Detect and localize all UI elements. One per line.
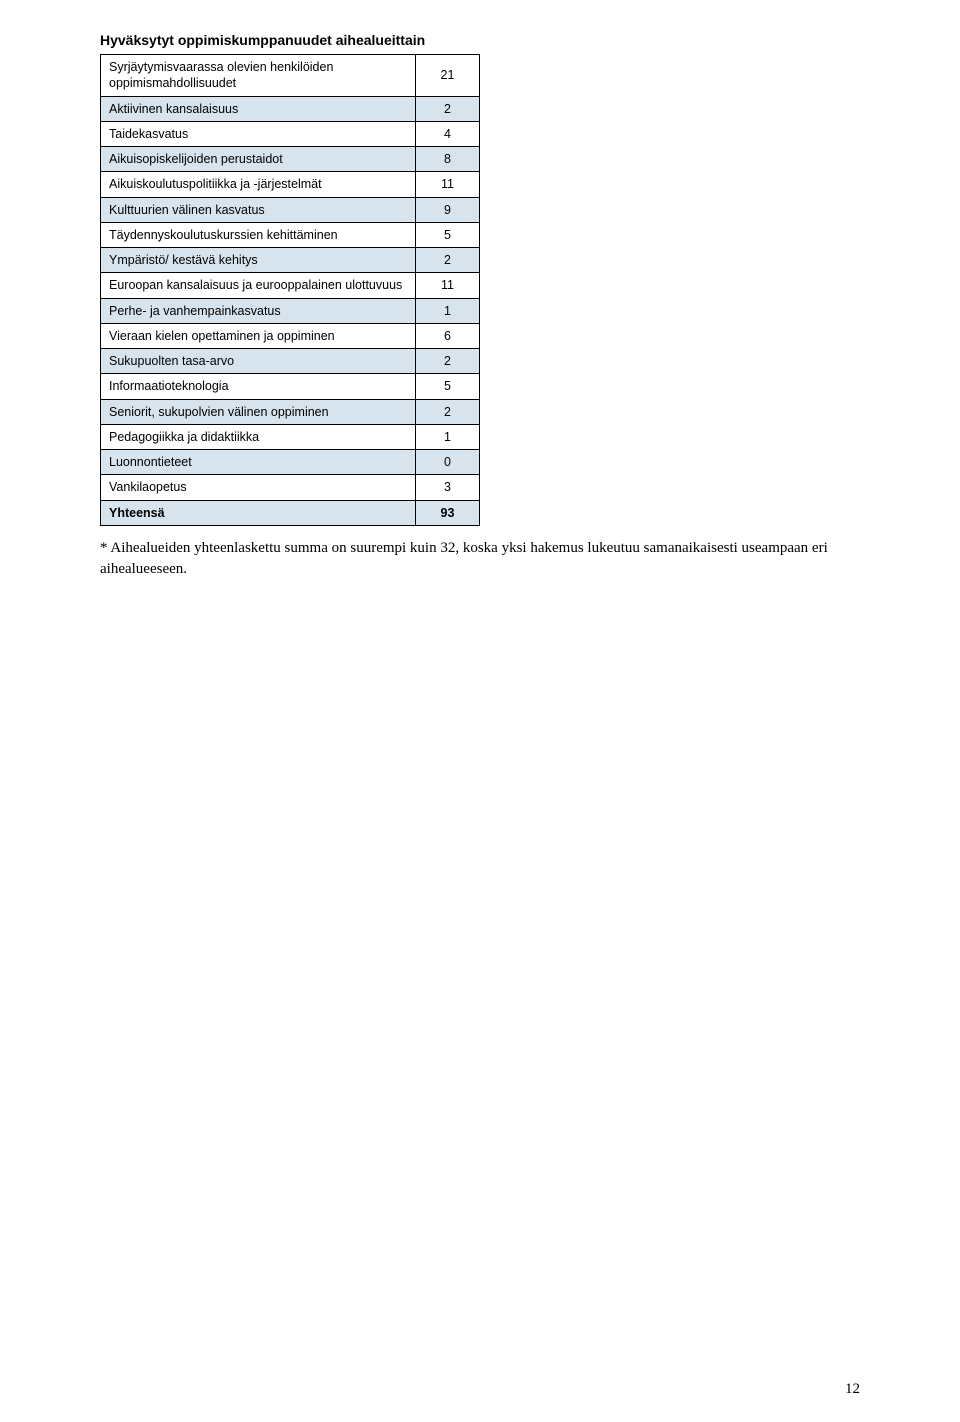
- row-label: Seniorit, sukupolvien välinen oppiminen: [101, 399, 416, 424]
- table-row: Aikuisopiskelijoiden perustaidot8: [101, 147, 480, 172]
- table-row: Vankilaopetus3: [101, 475, 480, 500]
- row-value: 5: [416, 374, 480, 399]
- row-value: 9: [416, 197, 480, 222]
- table-title: Hyväksytyt oppimiskumppanuudet aihealuei…: [100, 32, 860, 48]
- footnote: * Aihealueiden yhteenlaskettu summa on s…: [100, 538, 860, 580]
- row-value: 3: [416, 475, 480, 500]
- row-label: Taidekasvatus: [101, 121, 416, 146]
- row-value: 5: [416, 222, 480, 247]
- row-value: 8: [416, 147, 480, 172]
- row-label: Pedagogiikka ja didaktiikka: [101, 424, 416, 449]
- total-label: Yhteensä: [101, 500, 416, 525]
- table-row: Luonnontieteet0: [101, 450, 480, 475]
- table-row: Pedagogiikka ja didaktiikka1: [101, 424, 480, 449]
- row-label: Vieraan kielen opettaminen ja oppiminen: [101, 323, 416, 348]
- row-label: Ympäristö/ kestävä kehitys: [101, 248, 416, 273]
- table-row: Sukupuolten tasa-arvo2: [101, 349, 480, 374]
- row-value: 1: [416, 424, 480, 449]
- row-label: Täydennyskoulutuskurssien kehittäminen: [101, 222, 416, 247]
- row-value: 2: [416, 96, 480, 121]
- row-value: 6: [416, 323, 480, 348]
- row-label: Sukupuolten tasa-arvo: [101, 349, 416, 374]
- row-label: Aikuisopiskelijoiden perustaidot: [101, 147, 416, 172]
- row-label: Vankilaopetus: [101, 475, 416, 500]
- row-value: 2: [416, 349, 480, 374]
- row-value: 2: [416, 399, 480, 424]
- table-row: Informaatioteknologia5: [101, 374, 480, 399]
- table-row: Perhe- ja vanhempainkasvatus1: [101, 298, 480, 323]
- table-row: Kulttuurien välinen kasvatus9: [101, 197, 480, 222]
- row-label: Aktiivinen kansalaisuus: [101, 96, 416, 121]
- table-row: Täydennyskoulutuskurssien kehittäminen5: [101, 222, 480, 247]
- row-label: Perhe- ja vanhempainkasvatus: [101, 298, 416, 323]
- row-value: 0: [416, 450, 480, 475]
- data-table: Syrjäytymisvaarassa olevien henkilöiden …: [100, 54, 480, 526]
- row-label: Euroopan kansalaisuus ja eurooppalainen …: [101, 273, 416, 298]
- total-value: 93: [416, 500, 480, 525]
- page: Hyväksytyt oppimiskumppanuudet aihealuei…: [0, 0, 960, 1422]
- table-row: Vieraan kielen opettaminen ja oppiminen6: [101, 323, 480, 348]
- row-value: 11: [416, 273, 480, 298]
- table-row: Euroopan kansalaisuus ja eurooppalainen …: [101, 273, 480, 298]
- row-value: 11: [416, 172, 480, 197]
- row-label: Syrjäytymisvaarassa olevien henkilöiden …: [101, 55, 416, 97]
- row-value: 21: [416, 55, 480, 97]
- row-value: 1: [416, 298, 480, 323]
- row-label: Informaatioteknologia: [101, 374, 416, 399]
- row-value: 4: [416, 121, 480, 146]
- row-label: Luonnontieteet: [101, 450, 416, 475]
- row-value: 2: [416, 248, 480, 273]
- row-label: Aikuiskoulutuspolitiikka ja -järjestelmä…: [101, 172, 416, 197]
- table-row-total: Yhteensä93: [101, 500, 480, 525]
- table-row: Ympäristö/ kestävä kehitys2: [101, 248, 480, 273]
- page-number: 12: [845, 1381, 860, 1398]
- table-row: Seniorit, sukupolvien välinen oppiminen2: [101, 399, 480, 424]
- row-label: Kulttuurien välinen kasvatus: [101, 197, 416, 222]
- table-row: Taidekasvatus4: [101, 121, 480, 146]
- table-row: Aikuiskoulutuspolitiikka ja -järjestelmä…: [101, 172, 480, 197]
- table-row: Syrjäytymisvaarassa olevien henkilöiden …: [101, 55, 480, 97]
- table-row: Aktiivinen kansalaisuus2: [101, 96, 480, 121]
